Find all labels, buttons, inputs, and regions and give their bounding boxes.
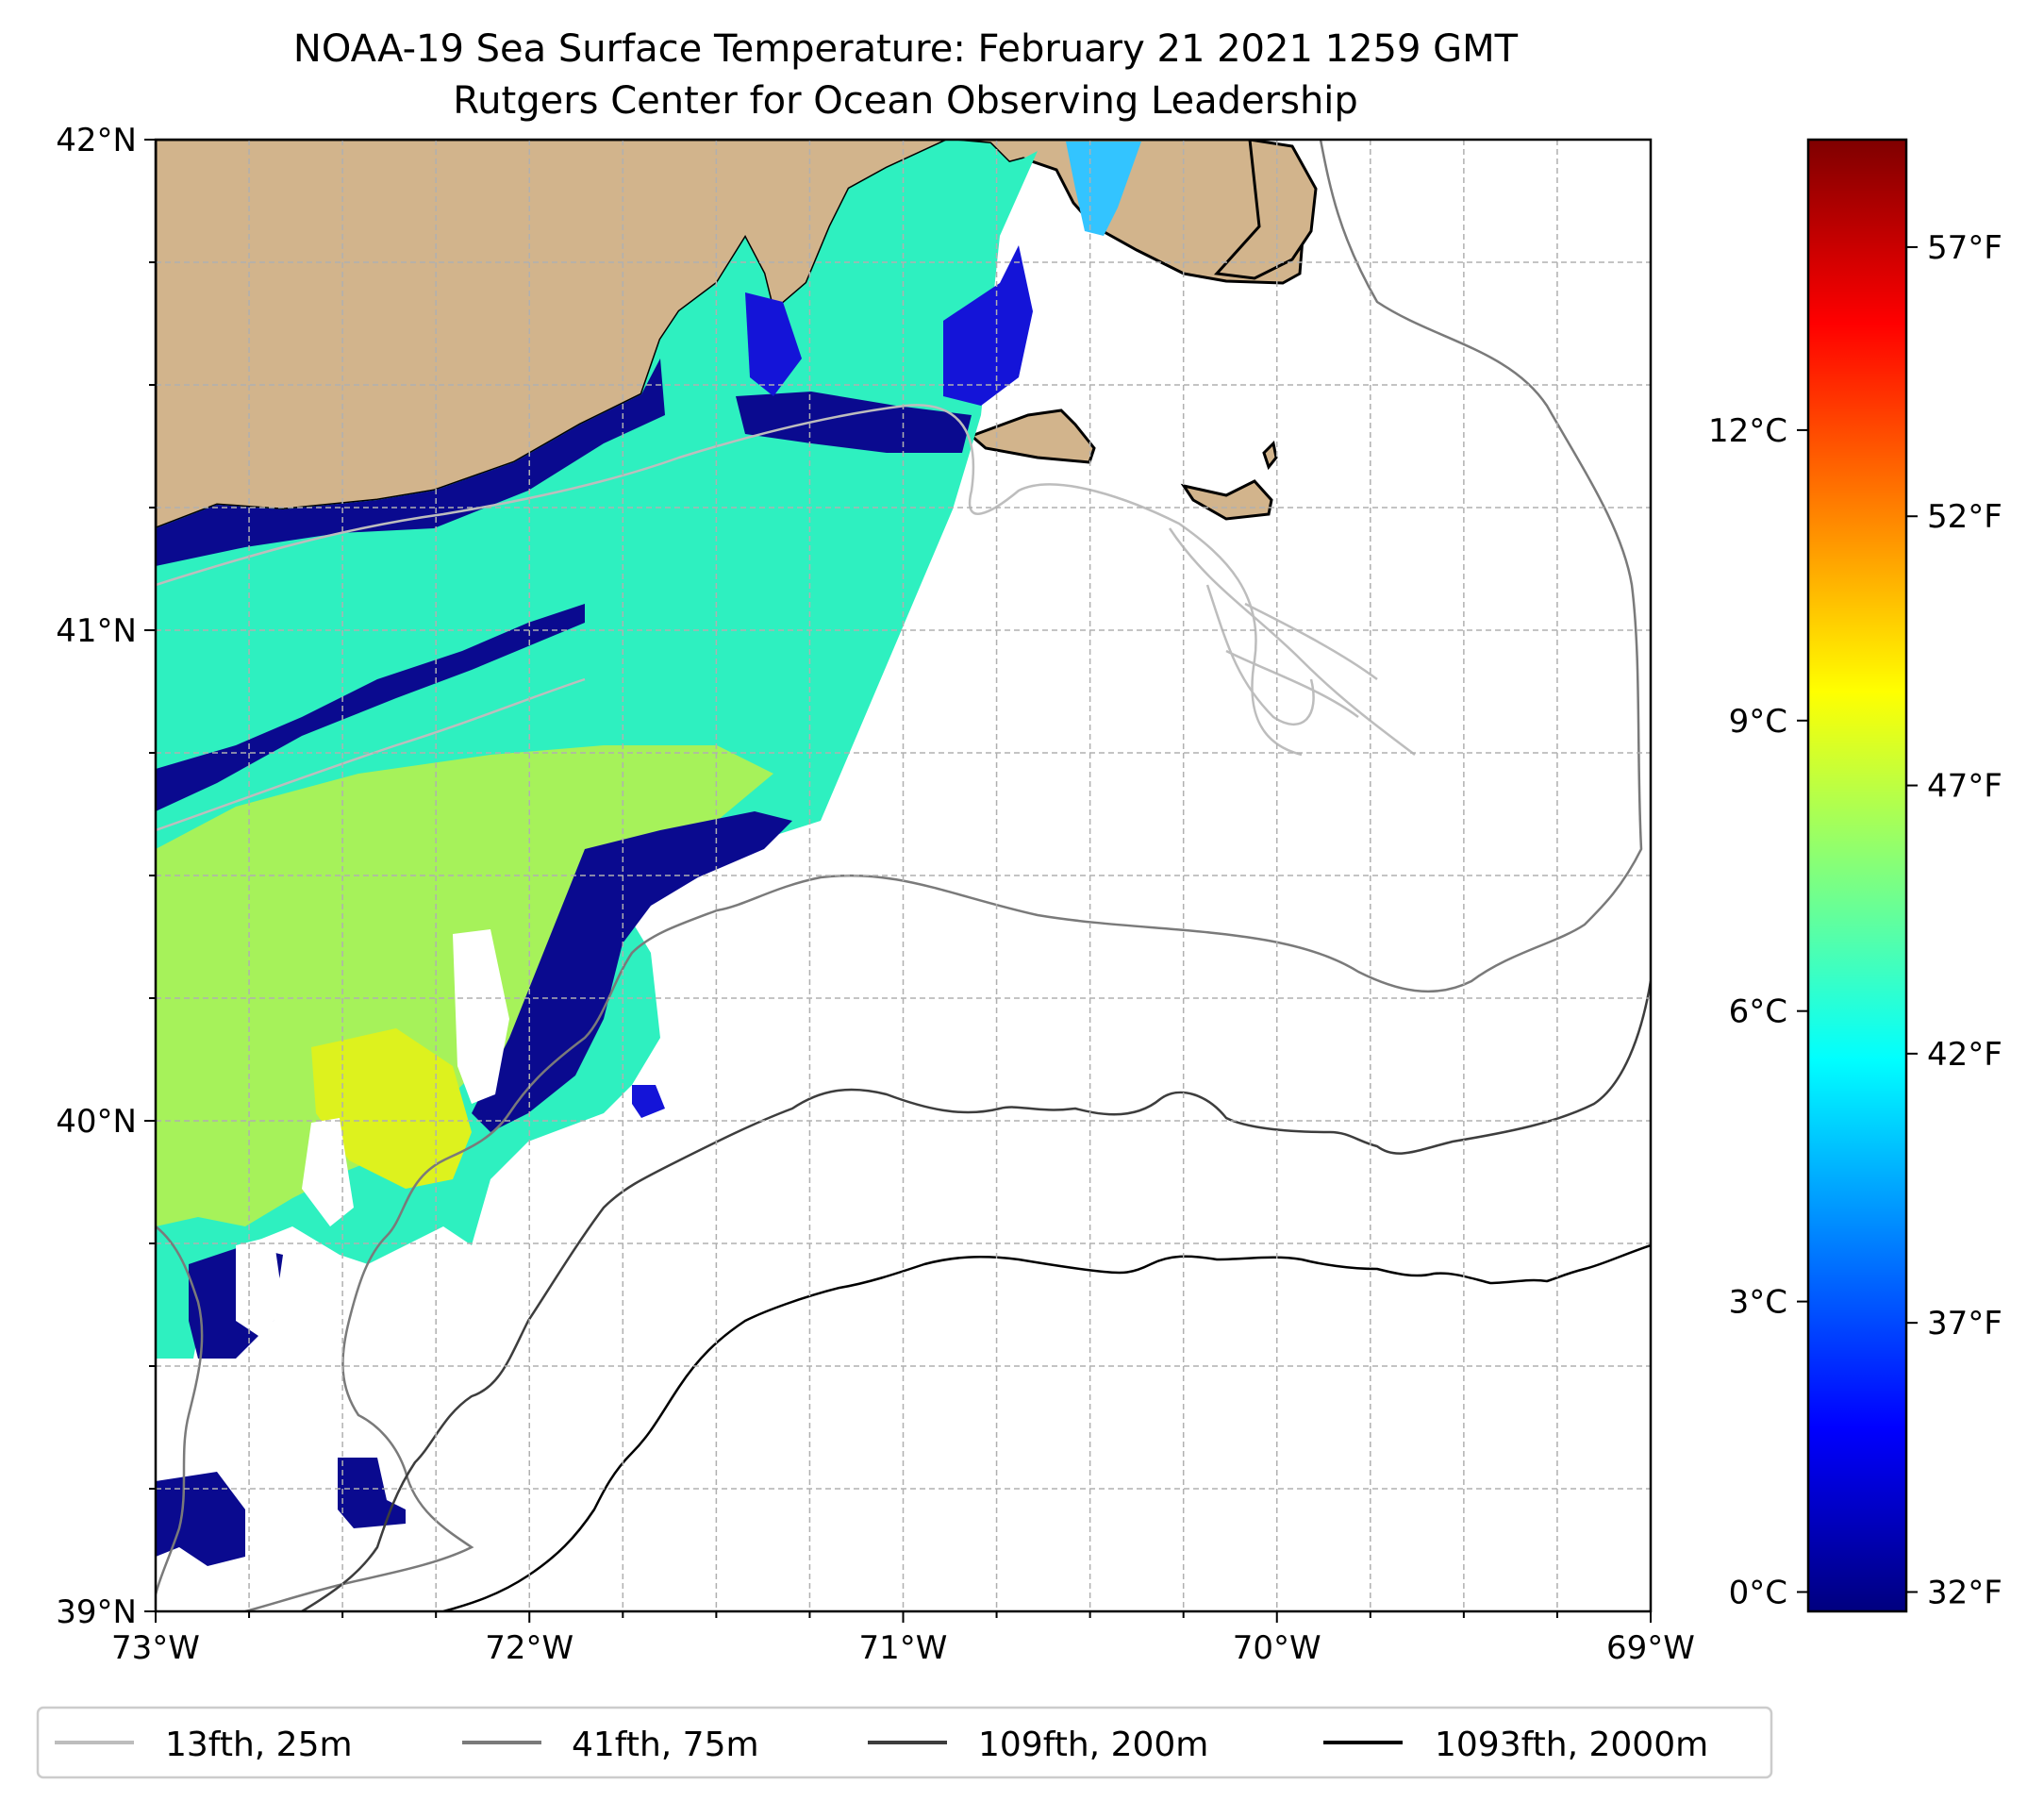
- legend-label-25m: 13fth, 25m: [165, 1726, 353, 1764]
- colorbar-gradient: [1808, 140, 1906, 1611]
- legend-label-200m: 109fth, 200m: [978, 1726, 1208, 1764]
- y-tick-label: 41°N: [56, 612, 137, 650]
- colorbar-celsius-label: 3°C: [1729, 1284, 1787, 1322]
- colorbar-fahrenheit-label: 32°F: [1927, 1574, 2002, 1611]
- contour-25m-nantucket-shoals: [1168, 527, 1416, 756]
- gridlines: [156, 140, 1651, 1611]
- y-tick-label: 39°N: [56, 1593, 137, 1631]
- colorbar: 0°C 3°C 6°C 9°C 12°C 32°F 37°F 42°F 47°F 52°F 57°F: [1708, 138, 2002, 1613]
- colorbar-frame: [1806, 138, 1908, 1613]
- sst-cold-patch-1: [156, 1472, 245, 1566]
- nantucket: [1180, 479, 1273, 521]
- legend-label-2000m: 1093fth, 2000m: [1435, 1726, 1708, 1764]
- chart-subtitle: Rutgers Center for Ocean Observing Leade…: [453, 79, 1358, 123]
- colorbar-celsius-label: 0°C: [1729, 1574, 1787, 1611]
- x-tick-label: 72°W: [485, 1629, 573, 1667]
- legend-entry: 13fth, 25m: [55, 1726, 353, 1764]
- contour-75m-south: [156, 1226, 204, 1595]
- legend: 13fth, 25m 41fth, 75m 109fth, 200m 1093f…: [36, 1706, 1773, 1779]
- x-tick-label: 69°W: [1606, 1629, 1695, 1667]
- cloud-gap-1: [453, 929, 509, 1104]
- x-tick-label: 73°W: [111, 1629, 200, 1667]
- cape-cod: [1213, 140, 1318, 280]
- sst-cold-patch-3: [632, 1085, 665, 1118]
- chart-title: NOAA-19 Sea Surface Temperature: Februar…: [293, 27, 1519, 71]
- x-tick-label: 70°W: [1233, 1629, 1321, 1667]
- sst-swath: [156, 140, 1141, 1566]
- y-tick-label: 42°N: [56, 122, 137, 159]
- contour-25m-long-island: [156, 677, 586, 832]
- colorbar-fahrenheit-label: 47°F: [1927, 768, 2002, 806]
- legend-entry: 1093fth, 2000m: [1323, 1726, 1708, 1764]
- marthas-vineyard: [969, 409, 1096, 464]
- sst-cold-buzzards: [943, 245, 1033, 406]
- contour-2000m: [442, 1243, 1651, 1611]
- cloud-gap-2: [302, 1118, 354, 1226]
- monomoy: [1262, 440, 1278, 471]
- colorbar-fahrenheit-label: 37°F: [1927, 1305, 2002, 1342]
- colorbar-celsius-label: 6°C: [1729, 993, 1787, 1031]
- sst-cold-narragansett: [745, 292, 802, 396]
- contour-200m: [301, 980, 1651, 1611]
- colorbar-celsius-label: 9°C: [1729, 703, 1787, 741]
- legend-entry: 109fth, 200m: [868, 1726, 1208, 1764]
- sst-cyan-buzzards-west: [1066, 142, 1141, 236]
- contour-75m-nj-shelf: [244, 909, 718, 1611]
- sst-cold-ri-coast: [736, 392, 972, 453]
- sst-cold-nearshore-ny: [156, 604, 585, 811]
- axis-ticks: 73°W 72°W 71°W 70°W 69°W 42°N 41°N 40°N 39°N: [56, 122, 1695, 1667]
- sst-cold-patch-2: [338, 1458, 406, 1528]
- colorbar-fahrenheit-label: 57°F: [1927, 229, 2002, 267]
- sst-cold-ri-sound: [156, 359, 665, 566]
- colorbar-celsius-label: 12°C: [1708, 412, 1787, 450]
- colorbar-fahrenheit-label: 42°F: [1927, 1036, 2002, 1074]
- map-area: [156, 140, 1651, 1611]
- legend-entry: 41fth, 75m: [462, 1726, 759, 1764]
- contour-25m-coastal: [156, 404, 1303, 757]
- y-tick-label: 40°N: [56, 1103, 137, 1141]
- cloud-gap-3: [236, 1236, 283, 1340]
- sst-warmest: [311, 1028, 472, 1189]
- legend-label-75m: 41fth, 75m: [572, 1726, 759, 1764]
- sst-cold-shelf-front: [472, 811, 792, 1132]
- x-tick-label: 71°W: [859, 1629, 948, 1667]
- colorbar-ticks: 0°C 3°C 6°C 9°C 12°C 32°F 37°F 42°F 47°F 52°F 57°F: [1708, 229, 2002, 1612]
- bathymetry-contours: [156, 140, 1651, 1611]
- colorbar-fahrenheit-label: 52°F: [1927, 498, 2002, 536]
- contour-75m-east: [716, 140, 1643, 993]
